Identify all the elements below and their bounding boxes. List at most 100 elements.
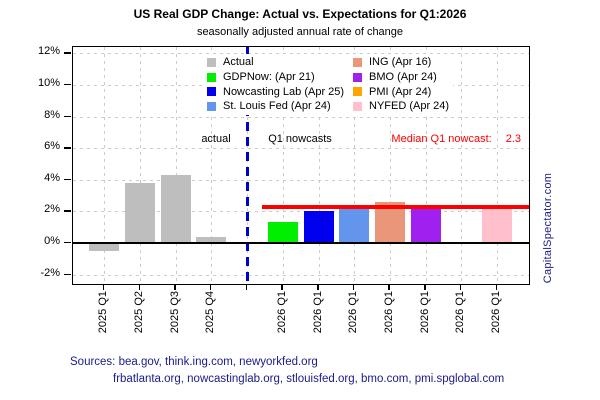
gridline-v-2 xyxy=(175,47,177,284)
y-axis-tick-0 xyxy=(64,241,71,244)
x-axis-label-9-2026-q1: 2026 Q1 xyxy=(418,291,431,334)
gridline-v-3 xyxy=(211,47,213,284)
legend-item-nowcasting-lab-apr-25: Nowcasting Lab (Apr 25) xyxy=(207,84,353,99)
x-axis-label-2-2025-q3: 2025 Q3 xyxy=(168,291,181,334)
legend-item-bmo-apr-24: BMO (Apr 24) xyxy=(353,70,449,85)
legend-item-nyfed-apr-24: NYFED (Apr 24) xyxy=(353,99,449,114)
x-axis-label-7-2026-q1: 2026 Q1 xyxy=(347,291,360,334)
watermark-text: CapitalSpectator.com xyxy=(542,172,554,284)
legend-column-1: Actual GDPNow: (Apr 21) Nowcasting Lab (Ap… xyxy=(207,55,353,114)
median-line xyxy=(262,204,529,209)
legend-swatch-bmo-apr-24 xyxy=(353,72,362,82)
x-axis-label-8-2026-q1: 2026 Q1 xyxy=(382,291,395,334)
legend-label-actual: Actual xyxy=(223,56,254,69)
legend-label-bmo-apr-24: BMO (Apr 24) xyxy=(369,71,437,84)
bar-actual-2025-q3 xyxy=(160,174,191,243)
gridline-v-0 xyxy=(104,47,106,284)
legend-label-ing-apr-16: ING (Apr 16) xyxy=(369,56,432,69)
y-axis-tick-4 xyxy=(64,178,71,181)
y-axis-tick-12 xyxy=(64,52,71,54)
x-axis-label-6-2026-q1: 2026 Q1 xyxy=(311,291,324,334)
gridline-v-5 xyxy=(282,47,284,284)
y-axis-label-4: 4% xyxy=(44,171,60,184)
legend-label-nowcasting-lab-apr-25: Nowcasting Lab (Apr 25) xyxy=(223,85,345,98)
bar-nowcasting-lab-apr-25-2026-q1 xyxy=(303,211,334,243)
gridline-v-6 xyxy=(318,47,320,284)
legend-item-actual: Actual xyxy=(207,55,353,70)
gridline-h-6 xyxy=(73,148,529,150)
x-axis-label-3-2025-q4: 2025 Q4 xyxy=(204,291,217,334)
y-axis-label-8: 8% xyxy=(44,108,60,121)
gridline-v-10 xyxy=(461,47,463,284)
gridline-v-7 xyxy=(354,47,356,284)
bar-actual-2025-q2 xyxy=(125,182,155,243)
zero-line xyxy=(73,241,529,244)
x-axis-tick-4 xyxy=(245,284,248,290)
x-axis-tick-1 xyxy=(138,284,140,290)
bar-ing-apr-16-2026-q1 xyxy=(374,201,405,243)
bar-gdpnow-apr-21-2026-q1 xyxy=(267,222,298,243)
x-axis-label-11-2026-q1: 2026 Q1 xyxy=(490,291,502,334)
x-axis-label-0-2025-q1: 2025 Q1 xyxy=(97,291,110,334)
median-value: 2.3 xyxy=(505,133,521,145)
bar-bmo-apr-24-2026-q1 xyxy=(410,206,441,243)
x-axis-tick-10 xyxy=(459,284,462,290)
legend-column-2: ING (Apr 16) BMO (Apr 24) PMI (Apr 24) NYFE… xyxy=(353,55,449,114)
legend-swatch-actual xyxy=(207,57,216,67)
legend-label-nyfed-apr-24: NYFED (Apr 24) xyxy=(369,100,450,113)
x-axis-label-5-2026-q1: 2026 Q1 xyxy=(275,291,288,334)
separator-line xyxy=(245,47,249,284)
x-axis-tick-5 xyxy=(281,284,283,290)
y-axis-label-10: 10% xyxy=(37,76,60,89)
gridline-h--2 xyxy=(73,274,529,276)
sources-line-1: Sources: bea.gov, think.ing.com, newyork… xyxy=(70,356,318,368)
gridline-h-12 xyxy=(73,53,529,55)
median-annotation: Median Q1 nowcast: 2.3 xyxy=(391,133,521,145)
gridline-h-8 xyxy=(73,116,529,118)
x-axis-tick-3 xyxy=(209,284,212,290)
x-axis-tick-8 xyxy=(388,284,390,290)
bar-nyfed-apr-24-2026-q1 xyxy=(482,206,512,243)
legend-item-st-louis-fed-apr-24: St. Louis Fed (Apr 24) xyxy=(207,99,353,114)
legend-swatch-gdpnow-apr-21 xyxy=(207,72,216,82)
sources-note: Sources: bea.gov, think.ing.com, newyork… xyxy=(70,354,504,388)
y-axis-tick-6 xyxy=(64,147,71,149)
x-axis-tick-11 xyxy=(495,284,497,290)
gridline-v-9 xyxy=(425,47,427,284)
legend-item-gdpnow-apr-21: GDPNow: (Apr 21) xyxy=(207,70,353,85)
legend-label-pmi-apr-24: PMI (Apr 24) xyxy=(369,85,432,98)
gridline-h-4 xyxy=(73,179,529,181)
legend-swatch-nyfed-apr-24 xyxy=(353,101,362,111)
gridline-v-1 xyxy=(140,47,141,284)
x-axis-label-1-2025-q2: 2025 Q2 xyxy=(133,291,145,334)
legend-item-ing-apr-16: ING (Apr 16) xyxy=(353,55,449,70)
bar-st-louis-fed-apr-24-2026-q1 xyxy=(339,205,370,243)
x-axis-tick-6 xyxy=(317,284,319,290)
y-axis-label-0: 0% xyxy=(44,234,60,247)
legend: Actual GDPNow: (Apr 21) Nowcasting Lab (Ap… xyxy=(203,54,454,115)
y-axis-label--2: -2% xyxy=(40,266,60,279)
section-label-nowcasts: Q1 nowcasts xyxy=(268,133,332,145)
y-axis-label-12: 12% xyxy=(37,45,60,58)
x-axis-tick-7 xyxy=(352,284,355,290)
legend-swatch-nowcasting-lab-apr-25 xyxy=(207,87,216,97)
legend-label-gdpnow-apr-21: GDPNow: (Apr 21) xyxy=(223,71,315,84)
bar-actual-2025-q1 xyxy=(89,242,120,251)
legend-item-pmi-apr-24: PMI (Apr 24) xyxy=(353,84,449,99)
section-label-actual: actual xyxy=(201,133,231,145)
legend-swatch-pmi-apr-24 xyxy=(353,87,362,97)
y-axis-tick--2 xyxy=(64,273,71,276)
y-axis-label-6: 6% xyxy=(44,140,60,153)
gridline-v-8 xyxy=(389,47,391,284)
median-label: Median Q1 nowcast: xyxy=(391,133,492,145)
x-axis-tick-2 xyxy=(174,284,176,290)
chart-title: US Real GDP Change: Actual vs. Expectati… xyxy=(133,7,467,21)
legend-label-st-louis-fed-apr-24: St. Louis Fed (Apr 24) xyxy=(223,100,331,113)
x-axis-label-10-2026-q1: 2026 Q1 xyxy=(454,291,467,334)
sources-line-2: frbatlanta.org, nowcastinglab.org, stlou… xyxy=(113,373,505,385)
gridline-v-11 xyxy=(497,47,498,284)
chart-subtitle: seasonally adjusted annual rate of chang… xyxy=(196,26,404,38)
y-axis-tick-8 xyxy=(64,115,71,118)
bar-actual-2025-q4 xyxy=(196,236,227,243)
